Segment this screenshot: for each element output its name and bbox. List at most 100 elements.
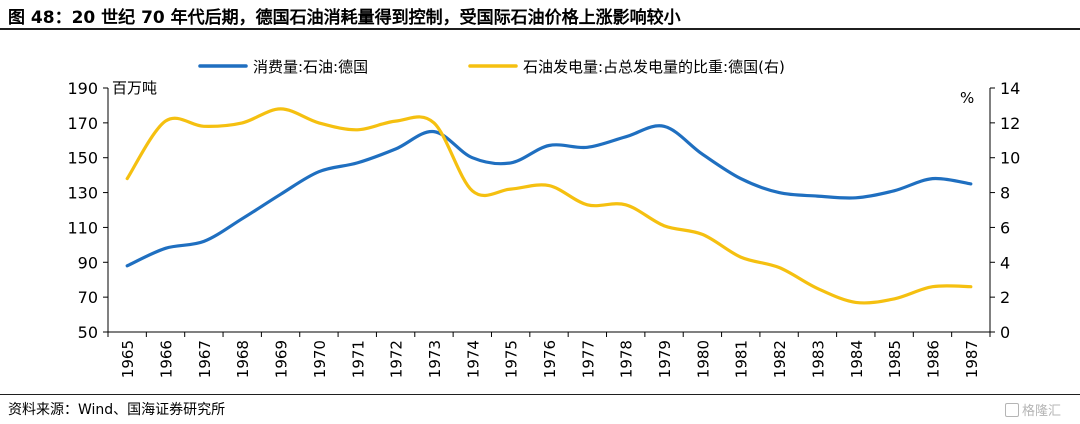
point-power-share <box>241 121 244 125</box>
x-tick-label: 1980 <box>694 340 712 378</box>
figure-title: 图 48：20 世纪 70 年代后期，德国石油消耗量得到控制，受国际石油价格上涨… <box>8 8 681 28</box>
x-tick-label: 1979 <box>656 340 674 378</box>
point-consumption <box>356 161 359 165</box>
left-axis-unit: 百万吨 <box>112 79 157 97</box>
right-tick-label: 14 <box>1000 79 1020 98</box>
right-tick-label: 10 <box>1000 149 1020 168</box>
point-consumption <box>317 170 321 173</box>
left-tick-label: 130 <box>67 184 98 203</box>
point-consumption <box>931 177 934 180</box>
left-tick-label: 70 <box>78 288 98 307</box>
point-consumption <box>816 194 819 198</box>
x-tick-label: 1969 <box>273 340 291 378</box>
point-power-share <box>279 107 282 111</box>
line-consumption <box>125 124 973 268</box>
x-tick-label: 1966 <box>158 340 176 378</box>
point-power-share <box>586 203 589 206</box>
point-consumption <box>662 125 666 128</box>
point-consumption <box>547 144 551 147</box>
left-tick-label: 110 <box>67 218 98 237</box>
x-tick-label: 1986 <box>924 340 942 378</box>
point-power-share <box>931 285 934 288</box>
x-tick-label: 1983 <box>809 340 827 378</box>
right-tick-label: 2 <box>1000 288 1010 307</box>
point-power-share <box>317 121 321 125</box>
x-tick-label: 1968 <box>234 340 252 378</box>
x-tick-label: 1976 <box>541 340 559 378</box>
legend-label-consumption: 消费量:石油:德国 <box>253 58 368 76</box>
right-tick-label: 0 <box>1000 323 1010 342</box>
right-tick-label: 6 <box>1000 218 1010 237</box>
x-tick-label: 1973 <box>426 340 444 378</box>
x-tick-label: 1978 <box>618 340 636 378</box>
point-consumption <box>164 247 167 250</box>
right-tick-label: 8 <box>1000 184 1010 203</box>
x-tick-label: 1965 <box>119 340 137 378</box>
footer-rule <box>0 394 1080 395</box>
point-power-share <box>509 187 512 191</box>
point-power-share <box>164 119 167 123</box>
x-tick-label: 1987 <box>963 340 981 378</box>
point-consumption <box>202 240 206 243</box>
x-tick-label: 1971 <box>349 340 367 378</box>
point-consumption <box>125 264 129 267</box>
watermark-text: 格隆汇 <box>1022 404 1062 419</box>
point-consumption <box>892 189 896 193</box>
watermark: 格隆汇 <box>1005 400 1061 419</box>
point-consumption <box>739 177 742 180</box>
x-tick-label: 1975 <box>503 340 521 378</box>
left-tick-label: 190 <box>67 79 98 98</box>
point-consumption <box>624 135 627 138</box>
point-power-share <box>969 285 973 288</box>
left-tick-label: 150 <box>67 149 98 168</box>
point-power-share <box>432 121 436 125</box>
left-tick-label: 90 <box>78 253 98 272</box>
watermark-logo-icon <box>1005 403 1019 417</box>
point-power-share <box>471 189 474 193</box>
point-power-share <box>202 125 206 128</box>
point-consumption <box>241 217 244 220</box>
point-consumption <box>279 193 282 196</box>
left-tick-label: 50 <box>78 323 98 342</box>
x-tick-label: 1984 <box>848 340 866 378</box>
point-consumption <box>854 196 857 199</box>
left-tick-label: 170 <box>67 114 98 133</box>
point-consumption <box>471 156 474 159</box>
source-note: 资料来源：Wind、国海证券研究所 <box>8 402 226 418</box>
x-tick-label: 1977 <box>579 340 597 378</box>
series-lines <box>125 107 973 305</box>
point-power-share <box>125 177 129 180</box>
chart-legend: 消费量:石油:德国 石油发电量:占总发电量的比重:德国(右) <box>198 58 785 76</box>
point-consumption <box>586 146 589 149</box>
point-power-share <box>892 297 896 301</box>
point-power-share <box>816 287 819 290</box>
point-consumption <box>969 182 973 186</box>
right-tick-label: 4 <box>1000 253 1010 272</box>
x-tick-label: 1982 <box>771 340 789 378</box>
line-power-share <box>125 107 973 305</box>
legend-label-power-share: 石油发电量:占总发电量的比重:德国(右) <box>523 58 785 76</box>
point-consumption <box>701 153 704 156</box>
right-axis-unit: % <box>960 89 974 107</box>
x-tick-label: 1967 <box>196 340 214 378</box>
point-power-share <box>356 128 359 132</box>
title-rule <box>0 28 1080 30</box>
x-tick-label: 1972 <box>388 340 406 378</box>
point-consumption <box>777 191 781 194</box>
point-power-share <box>701 233 704 236</box>
point-power-share <box>777 266 781 269</box>
point-power-share <box>854 301 857 304</box>
axes: 50 70 90 110 130 150 170 190 0 2 4 6 8 10 12 14 1965 1966… <box>67 79 1020 378</box>
point-power-share <box>662 224 666 227</box>
point-consumption <box>509 161 512 165</box>
point-consumption <box>394 147 397 151</box>
point-power-share <box>394 119 397 123</box>
x-tick-label: 1970 <box>311 340 329 378</box>
point-power-share <box>739 255 742 259</box>
point-power-share <box>624 203 627 206</box>
x-tick-label: 1981 <box>733 340 751 378</box>
x-tick-label: 1985 <box>886 340 904 378</box>
point-power-share <box>547 184 551 187</box>
point-consumption <box>432 130 436 133</box>
